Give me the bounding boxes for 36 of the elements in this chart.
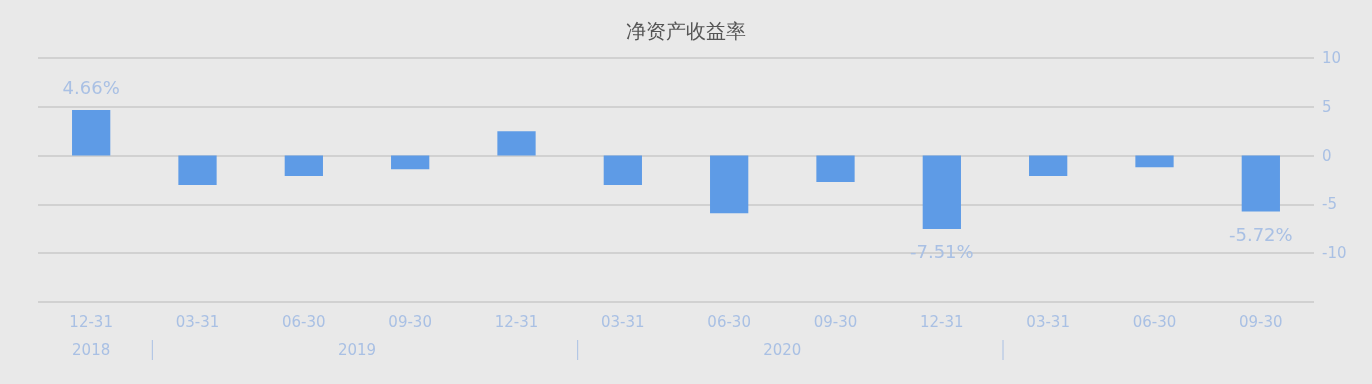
bar	[72, 110, 111, 156]
bar	[1135, 155, 1174, 168]
x-tick-label: 12-31	[69, 312, 113, 331]
y-tick-label: 5	[1322, 97, 1332, 116]
bar	[391, 155, 430, 170]
x-tick-label: 03-31	[175, 312, 220, 331]
x-tick-label: 06-30	[707, 312, 751, 331]
x-tick-label: 12-31	[920, 312, 964, 331]
x-tick-label: 06-30	[282, 312, 326, 331]
bar	[1241, 155, 1280, 212]
x-tick-label: 03-31	[1026, 312, 1070, 331]
y-tick-label: -5	[1322, 195, 1337, 214]
x-tick-label: 12-31	[494, 312, 539, 331]
bar	[710, 155, 749, 214]
bar	[284, 155, 323, 177]
bar	[922, 155, 961, 229]
y-tick-label: -10	[1322, 244, 1347, 263]
chart-title: 净资产收益率	[626, 19, 746, 43]
text: 2018	[72, 341, 111, 359]
text: 2020	[763, 341, 802, 359]
y-tick-label: 0	[1322, 146, 1332, 165]
data-label: -5.72%	[1228, 223, 1293, 245]
y-tick-label: 10	[1322, 49, 1342, 67]
x-tick-label: 09-30	[813, 312, 858, 331]
x-tick-label: 03-31	[601, 312, 645, 331]
bar	[178, 155, 217, 185]
text: 2019	[337, 341, 377, 359]
x-tick-label: 09-30	[388, 312, 432, 331]
bar	[816, 155, 855, 182]
bar	[497, 131, 536, 156]
data-label: -7.51%	[909, 241, 974, 263]
data-label: 4.66%	[62, 76, 120, 98]
x-tick-label: 09-30	[1239, 312, 1283, 331]
bar	[603, 155, 642, 185]
bar	[1029, 155, 1068, 177]
x-tick-label: 06-30	[1132, 312, 1177, 331]
